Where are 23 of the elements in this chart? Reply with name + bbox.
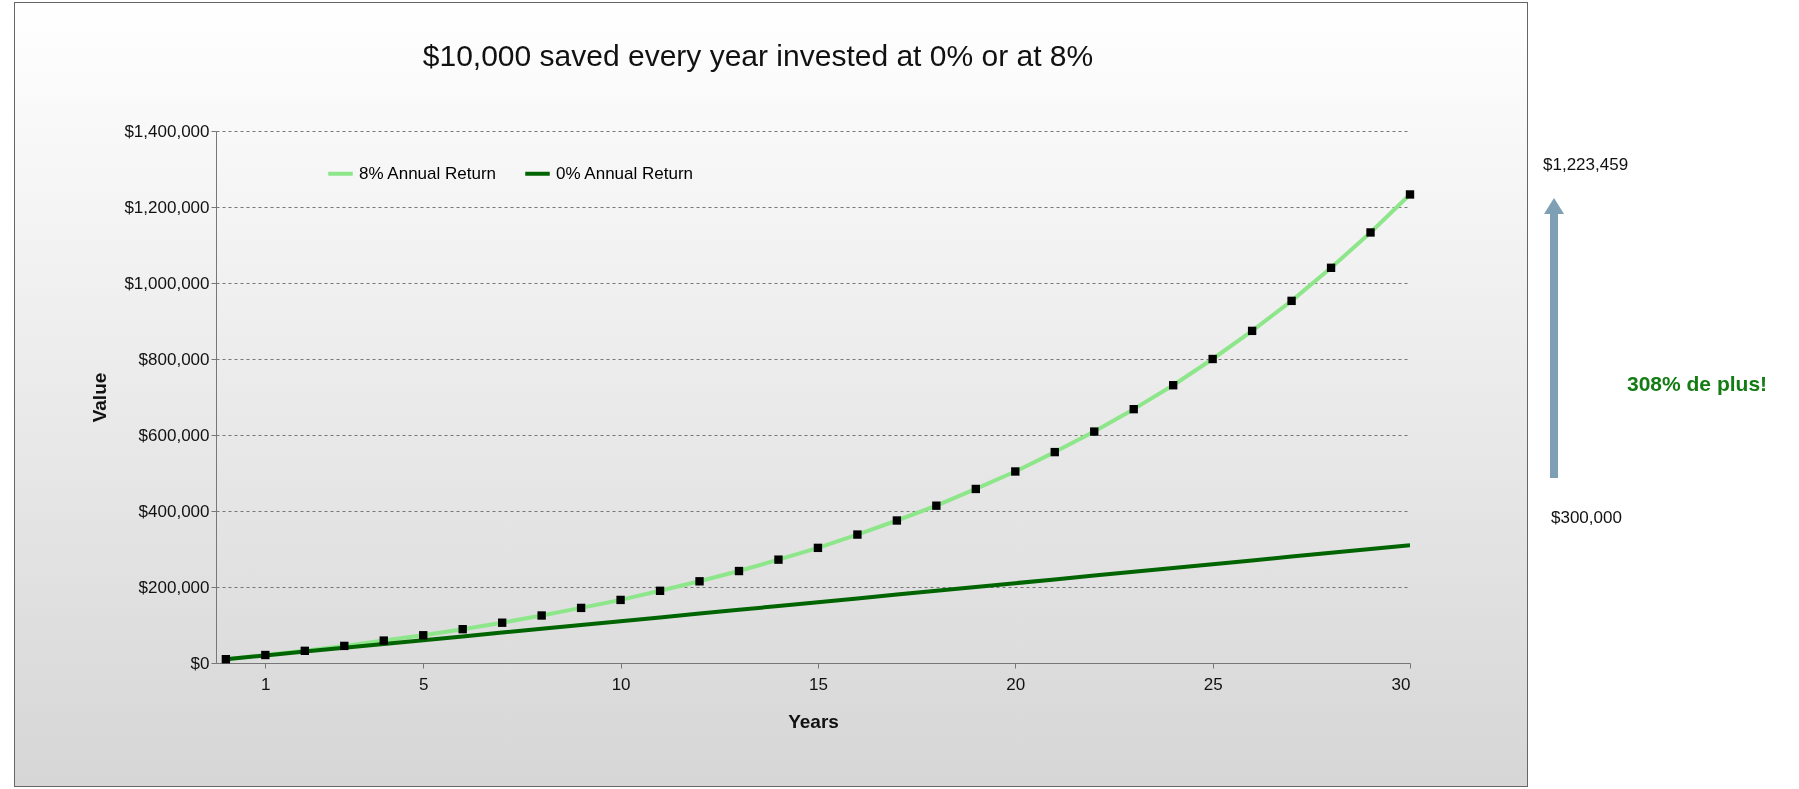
- y-tick-label: $600,000: [138, 425, 210, 445]
- y-tick-label: $1,000,000: [124, 273, 210, 293]
- x-tick-label: 20: [1006, 674, 1026, 694]
- x-axis-title: Years: [788, 710, 839, 732]
- y-tick-label: $1,200,000: [124, 197, 210, 217]
- x-tick-label: 25: [1203, 674, 1223, 694]
- x-tick-label: 1: [261, 674, 271, 694]
- x-tick-label: 30: [1391, 674, 1411, 694]
- x-tick-label: 5: [418, 674, 429, 694]
- text: 308% de plus!: [1627, 372, 1768, 396]
- legend-label: 8% Annual Return: [359, 163, 497, 183]
- legend-label: 0% Annual Return: [556, 163, 694, 183]
- text: $1,223,459: [1543, 155, 1629, 175]
- y-tick-label: $200,000: [138, 577, 210, 597]
- y-tick-label: $1,400,000: [124, 121, 210, 141]
- x-tick-label: 10: [611, 674, 631, 694]
- y-tick-label: $800,000: [138, 349, 210, 369]
- y-tick-label: $400,000: [138, 501, 210, 521]
- y-tick-label: $0: [190, 653, 210, 673]
- text: $300,000: [1551, 508, 1622, 528]
- chart-title: $10,000 saved every year invested at 0% or at 8%: [422, 39, 1094, 72]
- y-axis-title: Value: [89, 372, 111, 423]
- x-tick-label: 15: [808, 674, 828, 694]
